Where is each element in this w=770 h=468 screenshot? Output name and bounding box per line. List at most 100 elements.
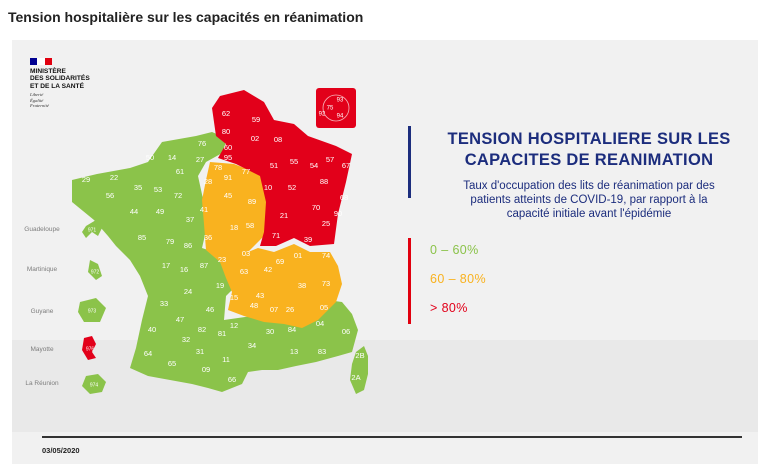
- info-subtitle-line: Taux d'occupation des lits de réanimatio…: [463, 180, 715, 192]
- department-label-09: 09: [202, 365, 210, 374]
- ministry-motto: Liberté Égalité Fraternité: [30, 92, 90, 108]
- page-title: Tension hospitalière sur les capacités e…: [8, 9, 364, 25]
- department-label-68: 68: [340, 193, 348, 202]
- department-label-76: 76: [198, 139, 206, 148]
- department-label-54: 54: [310, 161, 318, 170]
- overseas-label-guadeloupe: Guadeloupe: [24, 226, 60, 233]
- department-label-17: 17: [162, 261, 170, 270]
- department-label-74: 74: [322, 251, 330, 260]
- flag-icon: [30, 58, 52, 65]
- department-label-15: 15: [230, 293, 238, 302]
- department-label-88: 88: [320, 177, 328, 186]
- department-label-973: 973: [88, 308, 97, 314]
- department-label-14: 14: [168, 153, 176, 162]
- department-label-78: 78: [214, 163, 222, 172]
- department-label-26: 26: [286, 305, 294, 314]
- france-green-region: [72, 132, 358, 392]
- department-label-02: 02: [251, 134, 259, 143]
- department-label-72: 72: [174, 191, 182, 200]
- info-title: TENSION HOSPITALIERE SUR LES CAPACITES D…: [424, 129, 754, 171]
- department-label-43: 43: [256, 291, 264, 300]
- department-label-976: 976: [86, 346, 95, 352]
- department-label-67: 67: [342, 161, 350, 170]
- overseas-label-mayotte: Mayotte: [30, 346, 54, 353]
- department-label-13: 13: [290, 347, 298, 356]
- info-subtitle: Taux d'occupation des lits de réanimatio…: [424, 179, 754, 221]
- department-label-91: 91: [224, 173, 232, 182]
- department-label-85: 85: [138, 233, 146, 242]
- department-label-31: 31: [196, 347, 204, 356]
- title-accent-bar: [408, 126, 411, 198]
- department-label-65: 65: [168, 359, 176, 368]
- department-label-52: 52: [288, 183, 296, 192]
- department-label-28: 28: [204, 177, 212, 186]
- department-label-38: 38: [298, 281, 306, 290]
- department-label-45: 45: [224, 191, 232, 200]
- department-label-19: 19: [216, 281, 224, 290]
- department-label-53: 53: [154, 185, 162, 194]
- department-label-59: 59: [252, 115, 260, 124]
- corsica: [350, 346, 368, 394]
- legend-item-high: > 80%: [430, 301, 468, 315]
- ministry-name: MINISTÈRE DES SOLIDARITÉS ET DE LA SANTÉ: [30, 68, 90, 90]
- department-label-66: 66: [228, 375, 236, 384]
- department-label-39: 39: [304, 235, 312, 244]
- ministry-line: DES SOLIDARITÉS: [30, 75, 90, 83]
- ministry-logo: MINISTÈRE DES SOLIDARITÉS ET DE LA SANTÉ…: [30, 58, 90, 108]
- info-subtitle-line: capacité initiale avant l'épidémie: [506, 208, 672, 220]
- department-label-89: 89: [248, 197, 256, 206]
- flag-blue: [30, 58, 38, 65]
- department-label-63: 63: [240, 267, 248, 276]
- department-label-06: 06: [342, 327, 350, 336]
- department-label-11: 11: [222, 355, 230, 364]
- overseas-map-guyane: [78, 298, 106, 322]
- ministry-line: MINISTÈRE: [30, 68, 66, 75]
- france-yellow-region: [202, 162, 342, 328]
- department-label-22: 22: [110, 173, 118, 182]
- department-label-50: 50: [146, 153, 154, 162]
- footer-rule: [42, 436, 742, 438]
- department-label-34: 34: [248, 341, 256, 350]
- department-label-90: 90: [334, 209, 342, 218]
- department-label-81: 81: [218, 329, 226, 338]
- department-label-03: 03: [242, 249, 250, 258]
- idf-inset-outline: [322, 94, 350, 122]
- department-label-60: 60: [224, 143, 232, 152]
- department-label-23: 23: [218, 255, 226, 264]
- department-label-41: 41: [200, 205, 208, 214]
- department-label-21: 21: [280, 211, 288, 220]
- department-label-42: 42: [264, 265, 272, 274]
- department-label-79: 79: [166, 237, 174, 246]
- department-label-32: 32: [182, 335, 190, 344]
- department-label-49: 49: [156, 207, 164, 216]
- overseas-map-reunion: [82, 374, 106, 394]
- motto-line: Égalité: [30, 97, 44, 103]
- department-label-29: 29: [82, 175, 90, 184]
- department-label-25: 25: [322, 219, 330, 228]
- department-label-05: 05: [320, 303, 328, 312]
- department-label-36: 36: [204, 233, 212, 242]
- overseas-label-martinique: Martinique: [26, 266, 58, 273]
- department-label-07: 07: [270, 305, 278, 314]
- department-label-64: 64: [144, 349, 152, 358]
- department-label-35: 35: [134, 183, 142, 192]
- department-label-95: 95: [224, 153, 232, 162]
- department-label-83: 83: [318, 347, 326, 356]
- department-label-37: 37: [186, 215, 194, 224]
- overseas-label-reunion: La Réunion: [25, 380, 59, 387]
- department-label-61: 61: [176, 167, 184, 176]
- department-label-57: 57: [326, 155, 334, 164]
- department-label-33: 33: [160, 299, 168, 308]
- department-label-62: 62: [222, 109, 230, 118]
- department-label-18: 18: [230, 223, 238, 232]
- department-label-46: 46: [206, 305, 214, 314]
- legend-item-medium: 60 – 80%: [430, 272, 487, 286]
- department-label-47: 47: [176, 315, 184, 324]
- department-label-92: 92: [319, 112, 326, 118]
- department-label-2b: 2B: [355, 351, 364, 360]
- department-label-94: 94: [337, 114, 344, 120]
- department-label-58: 58: [246, 221, 254, 230]
- department-label-87: 87: [200, 261, 208, 270]
- flag-white: [37, 58, 45, 65]
